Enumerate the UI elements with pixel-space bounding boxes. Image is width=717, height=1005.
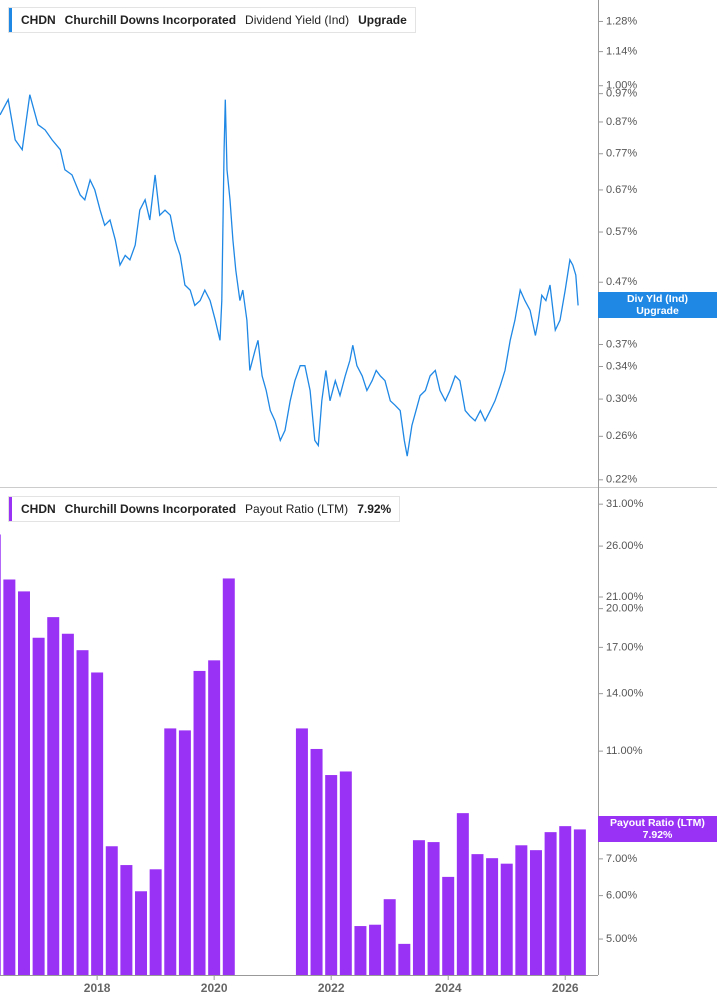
y-tick-label: 14.00% [606,688,644,700]
bar [456,813,469,975]
rating: Upgrade [358,13,407,27]
tag-label: Div Yld (Ind) [626,293,689,306]
y-tick-label: 0.67% [606,184,637,196]
bar [544,832,557,975]
line-series [0,94,579,457]
y-tick-label: 26.00% [606,540,644,552]
bar [32,637,45,975]
y-tick-label: 0.47% [606,276,637,288]
y-tick-label: 1.14% [606,46,637,58]
bar [529,850,542,975]
bar [398,943,411,975]
bar [0,534,1,975]
bar [412,840,425,975]
x-tick-label: 2018 [84,981,111,995]
y-tick-label: 5.00% [606,933,637,945]
legend-header: CHDN Churchill Downs Incorporated Divide… [8,7,416,33]
x-tick-label: 2024 [435,981,462,995]
y-tick-label: 0.97% [606,88,637,100]
y-tick-label: 0.22% [606,474,637,486]
bar [500,863,513,975]
legend-swatch [9,8,12,32]
bar [339,771,352,975]
y-tick-label: 7.00% [606,853,637,865]
bar [515,845,528,975]
y-tick-label: 20.00% [606,603,644,615]
bar [91,672,104,975]
legend-header: CHDN Churchill Downs Incorporated Payout… [8,496,401,522]
y-tick-label: 1.28% [606,15,637,27]
tag-label: 7.92% [642,829,673,842]
bar [61,633,74,975]
x-tick-label: 2026 [552,981,579,995]
bar [105,846,118,975]
ticker: CHDN [21,13,56,27]
company: Churchill Downs Incorporated [64,13,237,27]
bar [442,876,455,975]
end-tag: Payout Ratio (LTM) 7.92% [598,816,717,843]
tag-label: Payout Ratio (LTM) [610,817,705,830]
bar [383,899,396,975]
bar [120,865,133,975]
y-tick-label: 0.30% [606,393,637,405]
bar [354,926,367,975]
plot-area [0,94,579,457]
bar [135,891,148,975]
y-tick-label: 0.57% [606,226,637,238]
y-tick-label: 0.87% [606,116,637,128]
bar [471,854,484,975]
y-tick-label: 17.00% [606,641,644,653]
bar [3,579,16,975]
bar [17,591,30,975]
bar [76,650,89,975]
bar [295,728,308,975]
bar [208,660,221,975]
x-tick-label: 2022 [318,981,345,995]
series-name: Payout Ratio (LTM) [245,502,349,516]
bar [149,869,162,975]
end-tag: Div Yld (Ind) Upgrade [598,292,717,319]
bar [573,829,586,975]
y-tick-label: 1.00% [606,80,637,92]
current-value: 7.92% [357,502,392,516]
legend-swatch [9,497,12,521]
bar [193,670,206,975]
bar [310,748,323,975]
y-tick-label: 31.00% [606,498,644,510]
tag-label: Upgrade [636,305,679,318]
ticker: CHDN [21,502,56,516]
y-tick-label: 11.00% [606,745,643,757]
bar [222,578,235,975]
y-tick-label: 0.34% [606,360,637,372]
bar [47,617,60,975]
y-tick-label: 6.00% [606,890,637,902]
y-tick-label: 0.26% [606,430,637,442]
series-name: Dividend Yield (Ind) [245,13,350,27]
bar [325,775,338,975]
bar [486,858,499,975]
y-tick-label: 0.77% [606,148,637,160]
bar [178,730,191,975]
bar [164,728,177,975]
x-tick-label: 2020 [201,981,228,995]
bar [369,924,382,975]
plot-area [0,534,586,975]
company: Churchill Downs Incorporated [64,502,237,516]
bar [427,842,440,975]
bar [559,826,572,975]
y-tick-label: 21.00% [606,591,644,603]
y-tick-label: 0.37% [606,338,637,350]
